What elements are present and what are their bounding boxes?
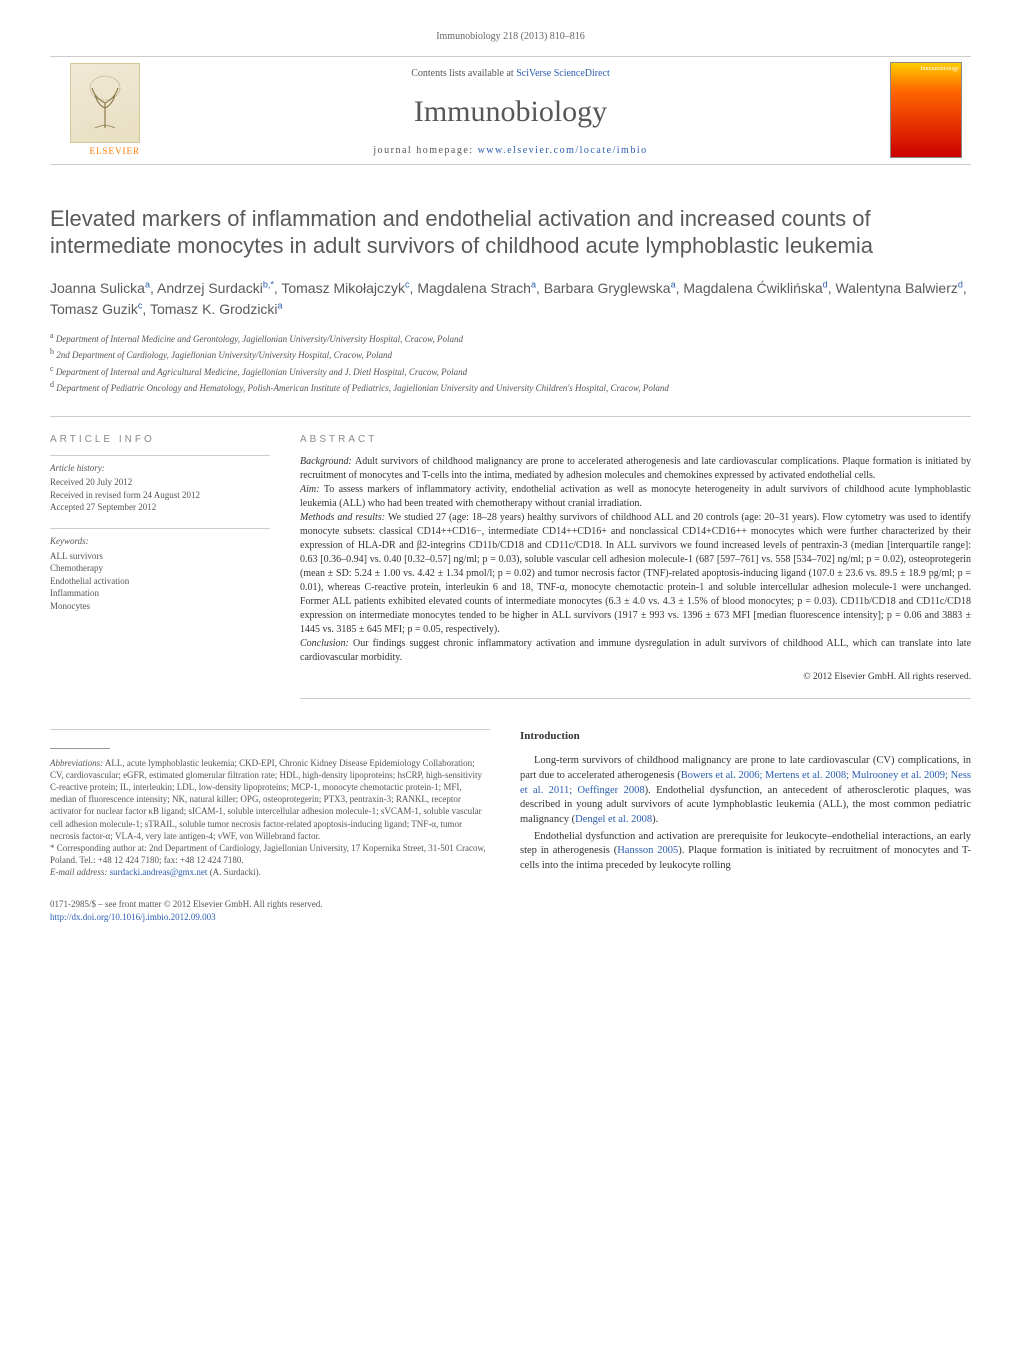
email-footnote: E-mail address: surdacki.andreas@gmx.net…: [50, 866, 490, 878]
issn-line: 0171-2985/$ – see front matter © 2012 El…: [50, 898, 971, 911]
history-line: Received in revised form 24 August 2012: [50, 489, 270, 502]
info-abstract-row: ARTICLE INFO Article history: Received 2…: [50, 416, 971, 699]
keyword: Inflammation: [50, 587, 270, 600]
abstract-section-label: Background:: [300, 456, 355, 467]
keywords-block: Keywords: ALL survivorsChemotherapyEndot…: [50, 528, 270, 613]
intro-paragraph-2: Endothelial dysfunction and activation a…: [520, 830, 971, 874]
abbreviations-footnote: Abbreviations: ALL, acute lymphoblastic …: [50, 757, 490, 842]
running-header: Immunobiology 218 (2013) 810–816: [50, 30, 971, 44]
affiliation-line: d Department of Pediatric Oncology and H…: [50, 379, 971, 396]
keywords-list: ALL survivorsChemotherapyEndothelial act…: [50, 550, 270, 613]
article-title: Elevated markers of inflammation and end…: [50, 205, 971, 260]
bottom-row: Abbreviations: ALL, acute lymphoblastic …: [50, 729, 971, 878]
corresponding-email-link[interactable]: surdacki.andreas@gmx.net: [110, 867, 208, 877]
abstract-column: ABSTRACT Background: Adult survivors of …: [300, 433, 971, 699]
affiliation-line: b 2nd Department of Cardiology, Jagiello…: [50, 346, 971, 363]
keyword: ALL survivors: [50, 550, 270, 563]
introduction-column: Introduction Long-term survivors of chil…: [520, 729, 971, 878]
abbrev-text: ALL, acute lymphoblastic leukemia; CKD-E…: [50, 758, 482, 841]
abbrev-label: Abbreviations:: [50, 758, 103, 768]
abstract-section-label: Methods and results:: [300, 512, 388, 523]
article-history-block: Article history: Received 20 July 2012Re…: [50, 455, 270, 514]
introduction-body: Long-term survivors of childhood maligna…: [520, 754, 971, 874]
sciencedirect-link[interactable]: SciVerse ScienceDirect: [516, 68, 610, 79]
article-info-column: ARTICLE INFO Article history: Received 2…: [50, 433, 270, 699]
footnotes-column: Abbreviations: ALL, acute lymphoblastic …: [50, 729, 490, 878]
contents-line: Contents lists available at SciVerse Sci…: [150, 67, 871, 81]
abstract-section-text: Adult survivors of childhood malignancy …: [300, 456, 971, 481]
journal-homepage-link[interactable]: www.elsevier.com/locate/imbio: [478, 145, 648, 156]
abstract-section: Conclusion: Our findings suggest chronic…: [300, 637, 971, 665]
homepage-prefix: journal homepage:: [373, 145, 477, 156]
abstract-section-label: Aim:: [300, 484, 324, 495]
affiliations-list: a Department of Internal Medicine and Ge…: [50, 330, 971, 396]
abstract-section-text: We studied 27 (age: 18–28 years) healthy…: [300, 512, 971, 635]
history-line: Accepted 27 September 2012: [50, 501, 270, 514]
history-lines: Received 20 July 2012Received in revised…: [50, 476, 270, 514]
article-info-label: ARTICLE INFO: [50, 433, 270, 447]
affiliation-line: c Department of Internal and Agricultura…: [50, 363, 971, 380]
publisher-name: ELSEVIER: [90, 145, 141, 158]
keywords-heading: Keywords:: [50, 535, 270, 548]
history-heading: Article history:: [50, 462, 270, 475]
journal-cover-thumbnail: Immunobiology: [890, 62, 962, 158]
intro-paragraph-1: Long-term survivors of childhood maligna…: [520, 754, 971, 827]
introduction-heading: Introduction: [520, 729, 971, 744]
abstract-copyright: © 2012 Elsevier GmbH. All rights reserve…: [300, 671, 971, 684]
contents-prefix: Contents lists available at: [411, 68, 516, 79]
citation-link[interactable]: Dengel et al. 2008: [575, 814, 652, 825]
banner-center: Contents lists available at SciVerse Sci…: [140, 57, 881, 164]
journal-banner: ELSEVIER Contents lists available at Sci…: [50, 56, 971, 165]
tree-icon: [80, 73, 130, 133]
corresponding-author-footnote: * Corresponding author at: 2nd Departmen…: [50, 842, 490, 866]
abstract-section-label: Conclusion:: [300, 638, 353, 649]
abstract-section: Aim: To assess markers of inflammatory a…: [300, 483, 971, 511]
keyword: Endothelial activation: [50, 575, 270, 588]
history-line: Received 20 July 2012: [50, 476, 270, 489]
abstract-body: Background: Adult survivors of childhood…: [300, 455, 971, 665]
page-footer: 0171-2985/$ – see front matter © 2012 El…: [50, 898, 971, 923]
email-suffix: (A. Surdacki).: [207, 867, 261, 877]
abstract-label: ABSTRACT: [300, 433, 971, 447]
journal-name: Immunobiology: [150, 91, 871, 133]
intro-p1-text3: ).: [652, 814, 658, 825]
footnote-divider: [50, 748, 110, 749]
publisher-block: ELSEVIER: [50, 57, 140, 164]
doi-link[interactable]: http://dx.doi.org/10.1016/j.imbio.2012.0…: [50, 912, 216, 922]
email-label: E-mail address:: [50, 867, 110, 877]
abstract-section-text: Our findings suggest chronic inflammator…: [300, 638, 971, 663]
authors-list: Joanna Sulickaa, Andrzej Surdackib,*, To…: [50, 278, 971, 320]
homepage-line: journal homepage: www.elsevier.com/locat…: [150, 144, 871, 158]
citation-link[interactable]: Hansson 2005: [617, 845, 678, 856]
abstract-section: Methods and results: We studied 27 (age:…: [300, 511, 971, 637]
cover-title: Immunobiology: [920, 65, 959, 73]
abstract-section: Background: Adult survivors of childhood…: [300, 455, 971, 483]
affiliation-line: a Department of Internal Medicine and Ge…: [50, 330, 971, 347]
keyword: Monocytes: [50, 600, 270, 613]
keyword: Chemotherapy: [50, 562, 270, 575]
cover-block: Immunobiology: [881, 57, 971, 164]
elsevier-tree-logo: [70, 63, 140, 143]
abstract-section-text: To assess markers of inflammatory activi…: [300, 484, 971, 509]
